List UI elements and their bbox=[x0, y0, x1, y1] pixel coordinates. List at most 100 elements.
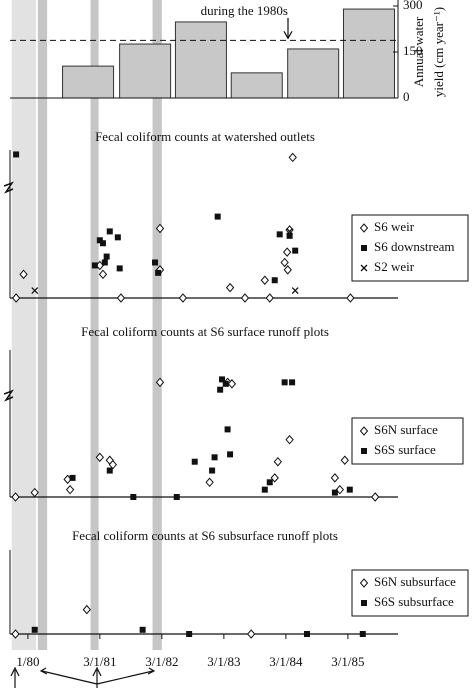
marker bbox=[346, 486, 353, 493]
marker bbox=[224, 426, 231, 433]
marker bbox=[280, 257, 289, 268]
bar bbox=[287, 48, 340, 99]
marker bbox=[288, 152, 297, 163]
marker bbox=[96, 237, 103, 244]
marker bbox=[303, 631, 310, 637]
marker bbox=[291, 287, 299, 295]
legend-marker bbox=[361, 448, 367, 454]
x-tick-label: 3/1/82 bbox=[145, 654, 178, 669]
y-tick-label: 0 bbox=[403, 89, 410, 104]
marker bbox=[283, 265, 292, 275]
marker bbox=[217, 386, 224, 393]
marker bbox=[114, 234, 121, 241]
x-tick-label: 3/1/81 bbox=[83, 654, 116, 669]
marker bbox=[31, 287, 39, 295]
bar bbox=[119, 43, 172, 99]
marker bbox=[260, 275, 269, 285]
marker bbox=[222, 380, 229, 387]
bar bbox=[62, 65, 115, 99]
marker bbox=[205, 477, 214, 488]
legend-label: S6 downstream bbox=[374, 239, 455, 254]
legend-marker bbox=[359, 223, 369, 233]
marker bbox=[139, 626, 146, 633]
marker bbox=[330, 473, 340, 483]
marker bbox=[282, 247, 292, 257]
marker bbox=[286, 227, 294, 235]
marker bbox=[173, 494, 180, 500]
marker bbox=[273, 456, 282, 467]
marker bbox=[285, 434, 294, 445]
x-tick-label: 3/1/83 bbox=[207, 654, 240, 669]
marker bbox=[266, 479, 273, 486]
marker bbox=[65, 484, 75, 495]
marker bbox=[246, 629, 256, 639]
marker bbox=[225, 282, 235, 293]
marker bbox=[292, 247, 299, 254]
marker bbox=[186, 631, 193, 637]
marker bbox=[335, 484, 345, 495]
marker bbox=[116, 265, 123, 272]
annotation: during the 1980s bbox=[201, 3, 288, 18]
marker bbox=[101, 259, 108, 266]
legend-marker bbox=[359, 426, 369, 436]
marker bbox=[106, 228, 113, 235]
marker bbox=[11, 492, 20, 502]
marker bbox=[227, 451, 234, 458]
marker bbox=[240, 293, 250, 303]
arrow bbox=[10, 666, 20, 688]
marker bbox=[281, 379, 288, 386]
shaded-periods bbox=[11, 0, 162, 650]
marker bbox=[30, 487, 39, 498]
x-tick-label: 3/1/85 bbox=[331, 654, 364, 669]
marker bbox=[261, 486, 268, 493]
marker bbox=[211, 454, 218, 461]
marker bbox=[289, 379, 296, 386]
legend-label: S2 weir bbox=[374, 259, 415, 274]
marker bbox=[13, 151, 20, 158]
panel-title: Fecal coliform counts at S6 surface runo… bbox=[81, 324, 329, 339]
marker bbox=[276, 231, 283, 238]
legend-marker bbox=[359, 578, 369, 588]
legend-marker bbox=[360, 264, 368, 272]
legend-box bbox=[351, 417, 464, 465]
y-tick-label: 150 bbox=[403, 43, 423, 58]
marker bbox=[214, 213, 221, 220]
shaded-period bbox=[90, 0, 99, 650]
bar bbox=[174, 21, 227, 99]
y-axis-label: Annual water bbox=[411, 16, 426, 87]
marker bbox=[155, 269, 162, 276]
marker bbox=[359, 631, 366, 637]
panel-title: Fecal coliform counts at S6 subsurface r… bbox=[72, 528, 338, 543]
marker bbox=[209, 467, 216, 474]
marker bbox=[31, 626, 38, 633]
legend-label: S6S surface bbox=[374, 442, 436, 457]
legend-label: S6 weir bbox=[374, 219, 415, 234]
marker bbox=[178, 293, 188, 303]
axis-break bbox=[3, 389, 14, 402]
marker bbox=[103, 253, 110, 260]
marker bbox=[371, 492, 380, 502]
legend-box bbox=[351, 214, 469, 282]
marker bbox=[130, 494, 137, 500]
marker bbox=[95, 452, 105, 463]
marker bbox=[98, 269, 108, 280]
marker bbox=[227, 379, 237, 389]
marker bbox=[108, 459, 118, 470]
marker bbox=[19, 269, 28, 280]
legend-box bbox=[351, 569, 469, 617]
y-tick-label: 300 bbox=[403, 0, 423, 12]
marker bbox=[270, 473, 279, 483]
legend-label: S6N subsurface bbox=[374, 574, 456, 589]
marker bbox=[346, 293, 355, 303]
legend-marker bbox=[361, 245, 367, 251]
y-axis-label: yield (cm year⁻¹) bbox=[431, 7, 446, 97]
legend-label: S6N surface bbox=[374, 422, 438, 437]
marker bbox=[99, 240, 106, 247]
marker bbox=[271, 277, 278, 284]
marker bbox=[11, 293, 21, 303]
marker bbox=[116, 293, 126, 303]
marker bbox=[91, 262, 98, 269]
marker bbox=[331, 489, 338, 496]
annotation-arrow bbox=[283, 18, 293, 40]
